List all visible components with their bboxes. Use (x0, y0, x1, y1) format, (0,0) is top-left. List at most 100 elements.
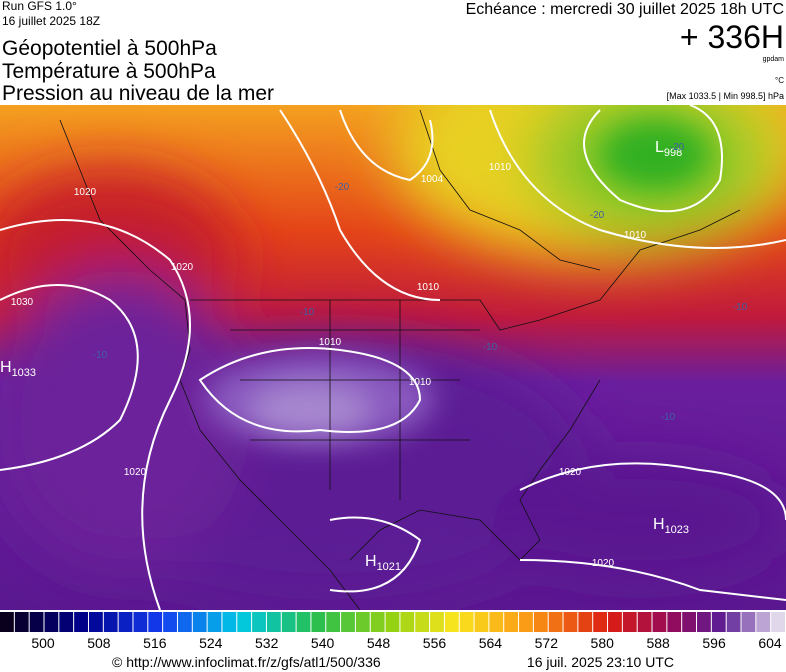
color-swatch (622, 612, 637, 632)
color-swatch (311, 612, 326, 632)
colorbar-label: 564 (479, 635, 503, 651)
color-swatch (59, 612, 74, 632)
colorbar-label: 508 (87, 635, 111, 651)
color-swatch (296, 612, 311, 632)
color-swatch (667, 612, 682, 632)
title: Pression au niveau de la mer (2, 82, 274, 105)
color-swatch (177, 612, 192, 632)
colorbar-label: 596 (702, 635, 726, 651)
center-value: 1021 (377, 561, 401, 573)
temperature-label: -10 (483, 342, 498, 353)
isobar-label: 1010 (624, 230, 647, 241)
color-swatch (385, 612, 400, 632)
color-swatch (74, 612, 88, 632)
lead-time: + 336H (680, 19, 784, 55)
color-swatch (697, 612, 711, 632)
color-swatch (0, 612, 14, 632)
color-swatch (133, 612, 148, 632)
timestamp: 16 juil. 2025 23:10 UTC (527, 654, 674, 670)
center-value: 1033 (12, 367, 36, 379)
colorbar-label: 540 (311, 635, 335, 651)
unit-temperature: °C (775, 76, 784, 85)
colorbar-label: 580 (591, 635, 615, 651)
title: Température à 500hPa (2, 60, 216, 83)
isobar-label: 1030 (11, 297, 34, 308)
color-swatch (548, 612, 563, 632)
temperature-label: -10 (733, 302, 748, 313)
unit-geopotential: gpdam (763, 56, 785, 63)
color-swatch (118, 612, 133, 632)
color-swatch (771, 612, 785, 632)
temperature-label: -10 (93, 350, 108, 361)
isobar-label: 1020 (171, 262, 194, 273)
color-swatch (533, 612, 548, 632)
colorbar-label: 532 (255, 635, 279, 651)
color-swatch (207, 612, 222, 632)
isobar-label: 1020 (74, 187, 97, 198)
color-swatch (266, 612, 281, 632)
color-swatch (400, 612, 415, 632)
echeance: Echéance : mercredi 30 juillet 2025 18h … (466, 1, 784, 18)
center-value: 998 (664, 147, 682, 159)
pressure-center: L998 (655, 139, 682, 159)
color-swatch (608, 612, 622, 632)
color-swatch (252, 612, 266, 632)
color-swatch (756, 612, 771, 632)
colorbar-label: 604 (758, 635, 782, 651)
color-swatch (355, 612, 370, 632)
isobar-label: 1010 (319, 337, 342, 348)
colorbar: 500 508 516 524 532 540 548 556 564 572 580 588 596 6… (0, 612, 785, 651)
center-letter: H (365, 553, 377, 570)
isobar-label: 1010 (489, 162, 512, 173)
isobar-label: 1010 (409, 377, 432, 388)
center-letter: L (655, 139, 664, 156)
color-swatch (489, 612, 504, 632)
colorbar-label: 500 (31, 635, 55, 651)
color-swatch (222, 612, 237, 632)
color-swatch (14, 612, 29, 632)
temperature-label: -20 (335, 182, 350, 193)
color-swatch (652, 612, 667, 632)
colorbar-label: 548 (367, 635, 391, 651)
center-letter: H (653, 516, 665, 533)
color-swatch (341, 612, 355, 632)
temperature-label: -20 (590, 210, 605, 221)
color-swatch (563, 612, 578, 632)
color-swatch (163, 612, 177, 632)
color-swatch (711, 612, 726, 632)
color-swatch (148, 612, 163, 632)
color-swatch (237, 612, 252, 632)
color-swatch (281, 612, 296, 632)
center-value: 1023 (665, 524, 689, 536)
pressure-center: H1021 (365, 553, 401, 573)
temperature-label: -10 (661, 412, 676, 423)
pressure-maxmin: [Max 1033.5 | Min 998.5] hPa (667, 91, 784, 101)
title: Géopotentiel à 500hPa (2, 37, 217, 60)
color-swatch (578, 612, 593, 632)
color-swatch (741, 612, 756, 632)
color-swatch (370, 612, 385, 632)
colorbar-label: 556 (423, 635, 447, 651)
run-date: 16 juillet 2025 18Z (2, 14, 100, 28)
source-url: © http://www.infoclimat.fr/z/gfs/atl1/50… (112, 654, 381, 670)
color-swatch (44, 612, 59, 632)
color-swatch (88, 612, 103, 632)
map (0, 105, 786, 610)
color-swatch (682, 612, 697, 632)
color-swatch (593, 612, 608, 632)
temperature-label: -20 (670, 142, 685, 153)
isobar-label: 1010 (417, 282, 440, 293)
color-swatch (726, 612, 741, 632)
isobar-label: 1020 (124, 467, 147, 478)
color-swatch (29, 612, 44, 632)
temperature-label: -10 (300, 307, 315, 318)
center-letter: H (0, 359, 12, 376)
color-swatch (430, 612, 444, 632)
color-swatch (474, 612, 489, 632)
colorbar-label: 572 (535, 635, 559, 651)
colorbar-label: 516 (143, 635, 167, 651)
colorbar-label: 524 (199, 635, 223, 651)
color-swatch (459, 612, 474, 632)
color-swatch (504, 612, 519, 632)
